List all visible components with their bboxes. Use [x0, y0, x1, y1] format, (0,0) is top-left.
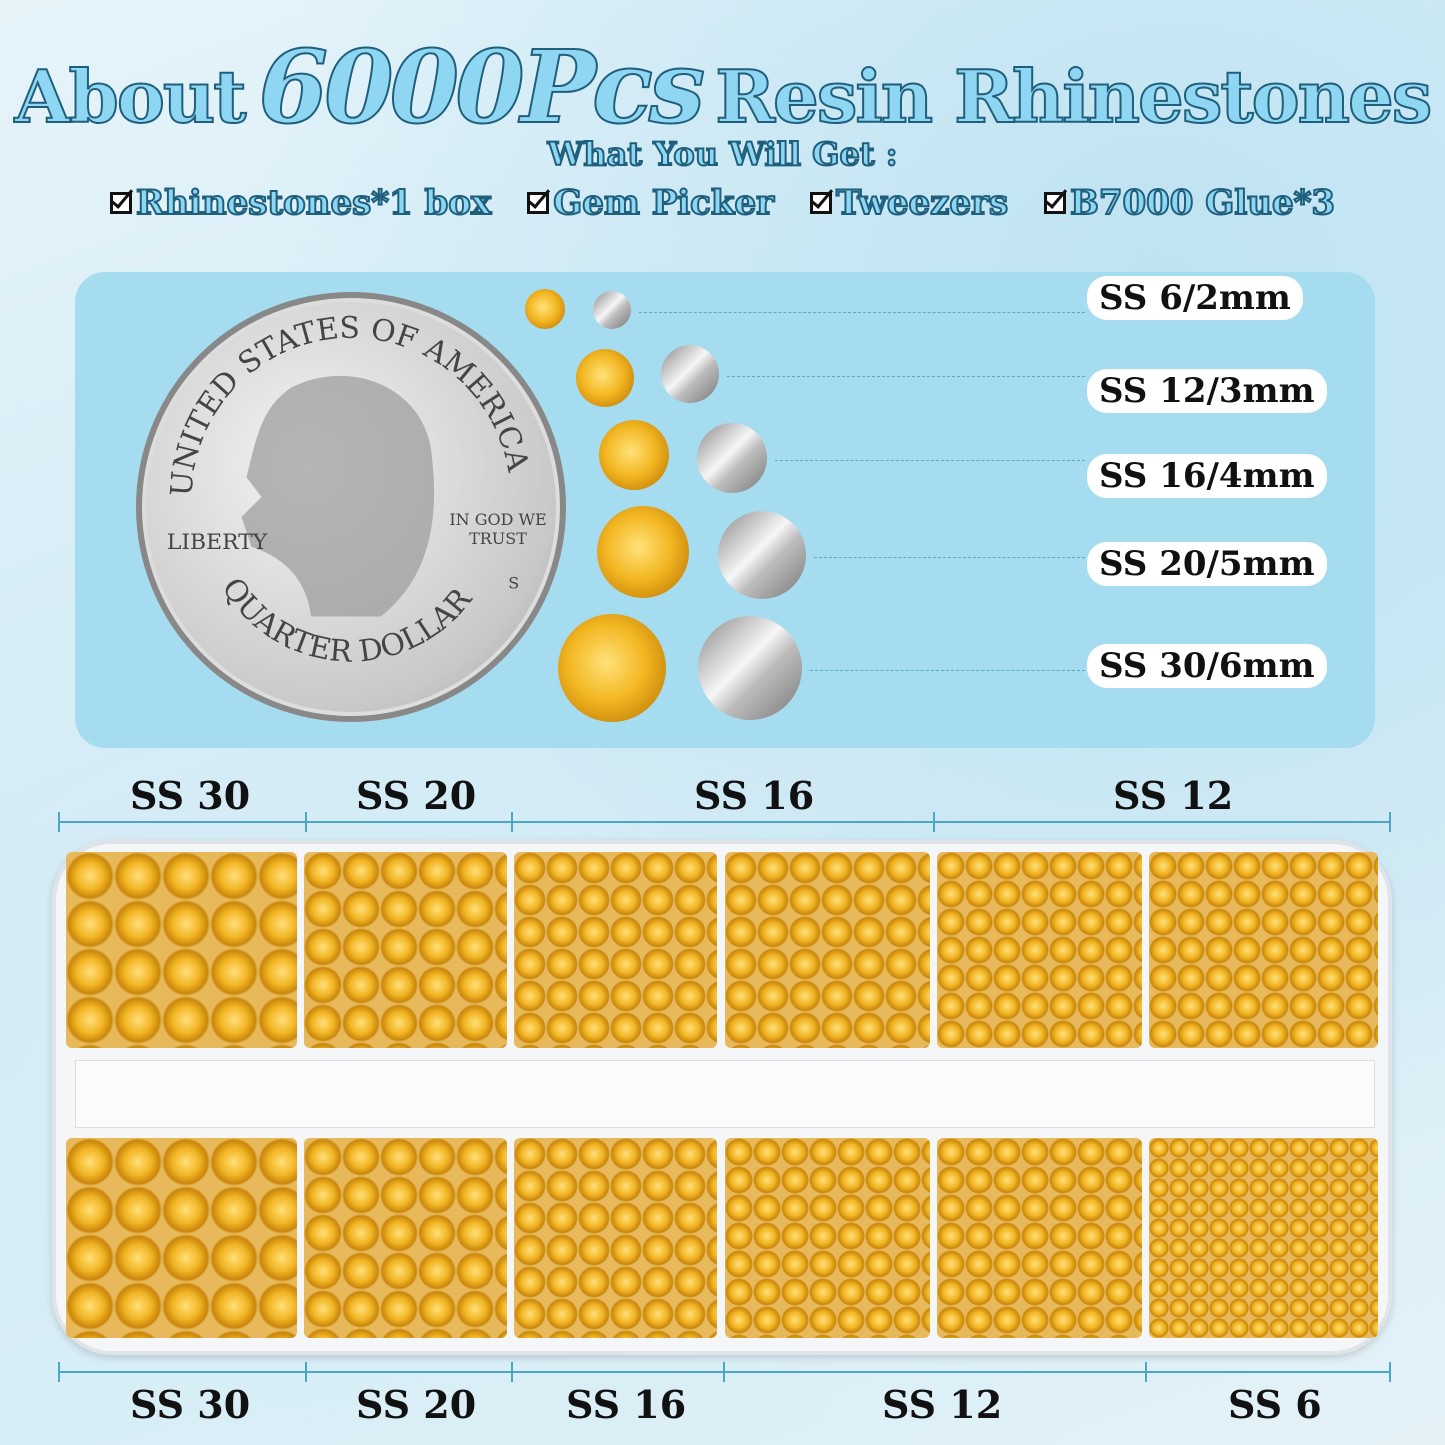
- gold-stone: [576, 349, 634, 407]
- silver-stone-back: [697, 423, 767, 493]
- stone-compartment: [725, 1138, 930, 1338]
- headline: About 6000Pcs Resin Rhinestones: [0, 27, 1445, 147]
- silver-stone-back: [661, 345, 719, 403]
- coin-mint: S: [508, 574, 519, 593]
- silver-stone-back: [593, 291, 631, 329]
- subtitle: What You Will Get :: [546, 134, 898, 174]
- include-item: B7000 Glue*3: [1044, 182, 1336, 224]
- silver-stone-back: [698, 616, 802, 720]
- gold-stone: [597, 506, 689, 598]
- include-item: Rhinestones*1 box: [109, 182, 492, 224]
- headline-post: Resin Rhinestones: [714, 53, 1433, 140]
- leader-line: [775, 460, 1085, 461]
- checkbox-icon: [109, 192, 132, 214]
- tray-divider: [75, 1060, 1375, 1128]
- bottom-label: SS 12: [882, 1382, 1003, 1427]
- stone-compartment: [1149, 1138, 1378, 1338]
- leader-line: [810, 670, 1085, 671]
- stone-compartment: [514, 852, 717, 1048]
- measure-tick: [1389, 1362, 1391, 1382]
- headline-count: 6000Pcs: [257, 27, 706, 147]
- size-label: SS 30/6mm: [1087, 644, 1327, 688]
- stone-compartment: [937, 1138, 1142, 1338]
- size-label: SS 12/3mm: [1087, 369, 1327, 413]
- checkbox-icon: [1044, 192, 1067, 214]
- stone-compartment: [937, 852, 1142, 1048]
- stone-compartment: [66, 852, 297, 1048]
- top-label: SS 30: [130, 773, 251, 818]
- top-label: SS 20: [356, 773, 477, 818]
- includes-list: Rhinestones*1 box Gem Picker Tweezers B7…: [0, 182, 1445, 224]
- stone-compartment: [304, 852, 507, 1048]
- size-label: SS 6/2mm: [1087, 276, 1303, 320]
- size-label: SS 20/5mm: [1087, 542, 1327, 586]
- measure-tick: [1389, 812, 1391, 832]
- leader-line: [639, 312, 1085, 313]
- size-label: SS 16/4mm: [1087, 454, 1327, 498]
- quarter-coin: UNITED STATES OF AMERICA QUARTER DOLLAR …: [136, 292, 566, 722]
- top-label: SS 16: [694, 773, 815, 818]
- stone-compartment: [725, 852, 930, 1048]
- gold-stone: [558, 614, 666, 722]
- leader-line: [727, 376, 1085, 377]
- bottom-measure-line: [58, 1371, 1389, 1373]
- leader-line: [814, 557, 1085, 558]
- gold-stone: [525, 289, 565, 329]
- top-measure-line: [58, 821, 1389, 823]
- bottom-label: SS 20: [356, 1382, 477, 1427]
- checkbox-icon: [527, 192, 550, 214]
- include-item: Gem Picker: [527, 182, 775, 224]
- stone-compartment: [304, 1138, 507, 1338]
- stone-compartment: [66, 1138, 297, 1338]
- stone-compartment: [1149, 852, 1378, 1048]
- washington-portrait: [241, 375, 435, 617]
- gold-stone: [599, 420, 669, 490]
- coin-motto: IN GOD WE TRUST: [449, 510, 547, 548]
- headline-pre: About: [14, 53, 248, 140]
- silver-stone-back: [718, 511, 806, 599]
- top-label: SS 12: [1113, 773, 1234, 818]
- stone-compartment: [514, 1138, 717, 1338]
- coin-liberty: LIBERTY: [167, 530, 268, 555]
- bottom-label: SS 16: [566, 1382, 687, 1427]
- bottom-label: SS 6: [1228, 1382, 1322, 1427]
- bottom-label: SS 30: [130, 1382, 251, 1427]
- checkbox-icon: [810, 192, 832, 214]
- include-item: Tweezers: [810, 182, 1009, 224]
